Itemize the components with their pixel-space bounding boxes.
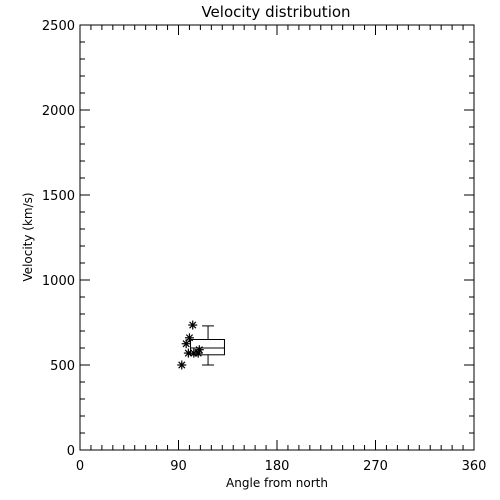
y-axis-title: Velocity (km/s) — [21, 192, 35, 281]
y-tick-label: 500 — [50, 359, 75, 374]
data-point-stroke — [178, 361, 186, 369]
data-points — [177, 320, 204, 370]
plot-frame — [79, 24, 475, 451]
x-tick-label: 90 — [170, 459, 187, 474]
x-axis-title: Angle from north — [226, 476, 328, 490]
data-point-stroke — [185, 334, 194, 342]
data-point — [188, 320, 198, 330]
data-point-stroke — [184, 349, 192, 357]
plot-border — [79, 24, 475, 451]
y-tick-label: 2500 — [42, 19, 75, 34]
data-point — [184, 333, 194, 343]
x-tick-label: 180 — [265, 459, 290, 474]
y-tick-label: 1500 — [42, 189, 75, 204]
data-point-stroke — [189, 321, 197, 329]
y-tick-label: 1000 — [42, 274, 75, 289]
data-point-stroke — [182, 340, 190, 348]
x-tick-label: 270 — [363, 459, 388, 474]
x-tick-label: 0 — [76, 459, 84, 474]
y-axis: 0 500 1000 1500 2000 2500 — [42, 19, 474, 459]
chart-title: Velocity distribution — [201, 3, 350, 21]
boxplot — [190, 325, 225, 366]
x-tick-label: 360 — [462, 459, 487, 474]
y-tick-label: 2000 — [42, 104, 75, 119]
x-axis: 0 90 180 270 360 — [76, 25, 487, 474]
data-point — [177, 360, 187, 370]
data-point-stroke — [195, 346, 203, 354]
data-point — [194, 345, 204, 355]
y-tick-label: 0 — [67, 444, 75, 459]
